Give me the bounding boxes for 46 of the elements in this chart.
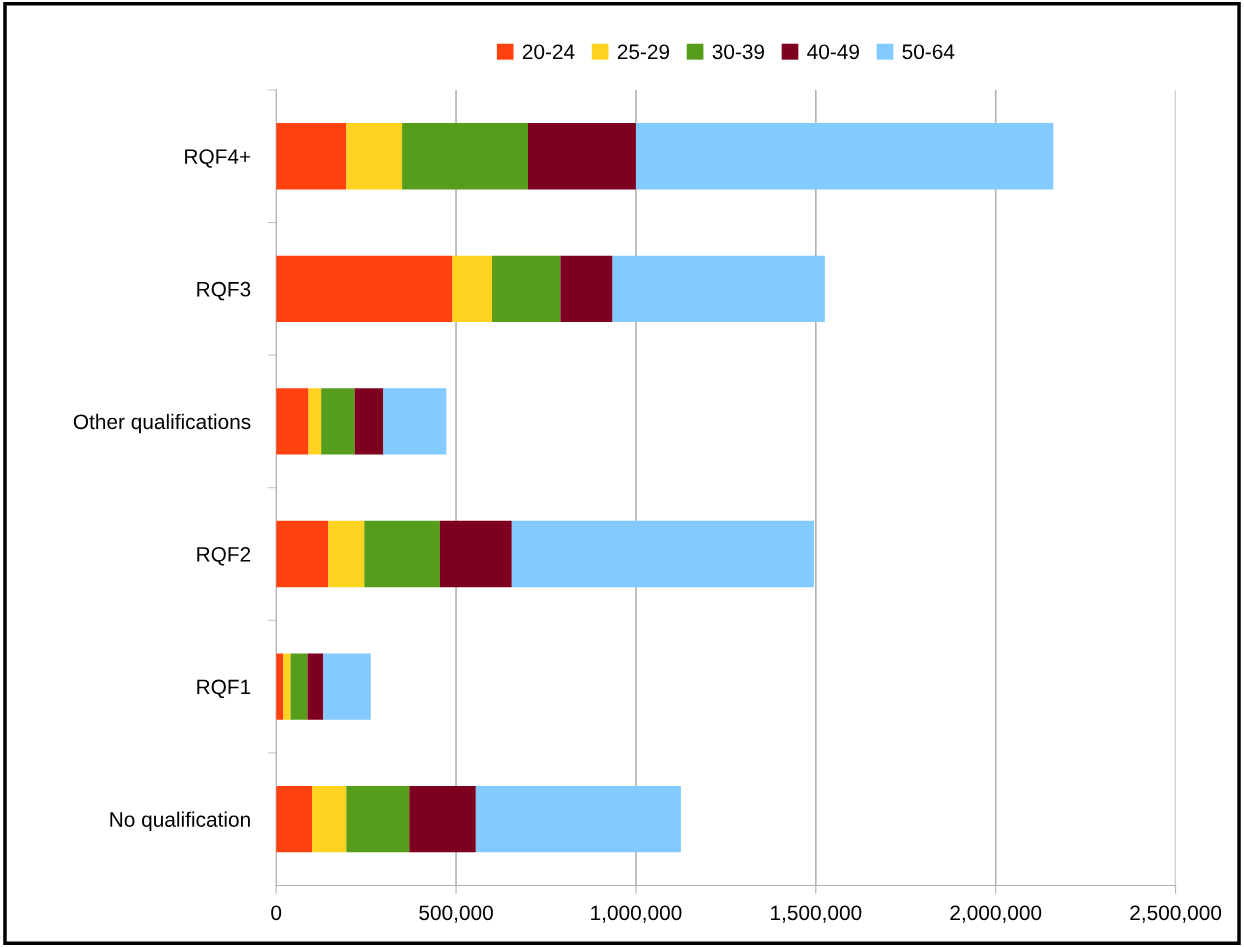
bar [276,786,313,853]
x-tick-label: 2,000,000 [950,905,1042,923]
bar [276,123,347,190]
legend-label: 20-24 [522,44,575,60]
x-tick-label: 1,000,000 [591,905,682,923]
bar [308,388,322,455]
bar [276,520,329,588]
bar [528,123,636,190]
bar [323,653,371,720]
bar [409,786,476,853]
y-tick-label: Other qualifications [73,413,251,434]
bar [364,520,440,588]
bar [452,255,493,322]
y-tick-label: RQF4+ [185,149,251,168]
y-tick-label: RQF3 [197,281,251,301]
bar [307,653,324,720]
bar [312,786,347,853]
bar [346,123,403,190]
legend-label: 50-64 [902,44,955,60]
bar [635,123,1054,190]
bar [402,123,528,190]
bar [276,388,309,455]
y-tick-label: RQF2 [197,547,251,566]
x-tick-label: 0 [271,905,282,921]
x-tick-label: 2,500,000 [1130,905,1222,923]
bar [346,786,410,853]
y-tick-label: No qualification [110,811,250,832]
bar [328,520,365,588]
legend-label: 25-29 [617,44,670,60]
bar [511,520,815,588]
bar [475,786,681,853]
bar [354,388,384,455]
x-tick-label: 1,500,000 [771,905,862,923]
legend-label: 40-49 [807,44,859,60]
bar [383,388,447,455]
x-tick-label: 500,000 [419,905,493,923]
bar [612,255,825,322]
bar [439,520,512,588]
bar [560,255,613,322]
y-tick-label: RQF1 [197,679,251,699]
bar [290,653,308,720]
bar [321,388,355,455]
bar [276,255,453,322]
legend-label: 30-39 [712,44,765,60]
bar [492,255,561,322]
bar [283,653,291,720]
